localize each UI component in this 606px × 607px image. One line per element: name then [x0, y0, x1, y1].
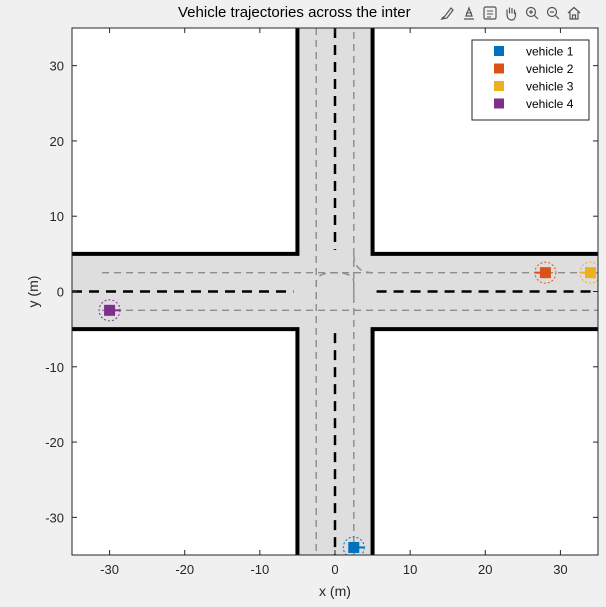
lane-turn-northeast — [353, 253, 373, 274]
lane-turn-uturn — [315, 271, 355, 300]
vehicle-safety-circle — [342, 536, 365, 555]
legend-box — [471, 39, 590, 121]
vehicle-marker-4 — [98, 299, 121, 322]
legend-swatch-vehicle-2 — [494, 63, 504, 74]
legend[interactable]: vehicle 1 vehicle 2 vehicle 3 vehicle 4 — [471, 39, 590, 121]
legend-label-vehicle-2: vehicle 2 — [526, 62, 574, 76]
vehicle-safety-circle — [579, 261, 598, 284]
y-tick-label: -30 — [45, 510, 64, 525]
plot-area — [72, 28, 598, 555]
axis-ticks: -30 -20 -10 0 10 20 30 -30 -20 -10 0 10 20 30 — [45, 28, 598, 577]
zoom-out-icon[interactable] — [543, 3, 563, 23]
vehicle-marker-2 — [534, 261, 557, 284]
legend-label-vehicle-4: vehicle 4 — [526, 97, 574, 111]
y-tick-label: -10 — [45, 360, 64, 375]
chart-title: Vehicle trajectories across the inter — [178, 4, 411, 21]
datatip-icon[interactable] — [459, 3, 479, 23]
axes-toolbar — [438, 3, 584, 23]
y-axis-label: y (m) — [25, 276, 41, 308]
legend-swatch-vehicle-4 — [494, 98, 504, 109]
legend-toggle-icon[interactable] — [480, 3, 500, 23]
legend-swatch-vehicle-1 — [494, 46, 504, 56]
vehicle-marker-3 — [579, 261, 598, 284]
x-tick-label: -10 — [250, 562, 269, 577]
vehicle-marker-1 — [342, 536, 365, 555]
legend-label-vehicle-1: vehicle 1 — [526, 45, 574, 59]
vehicle-safety-circle — [534, 261, 557, 284]
x-tick-label: 10 — [403, 562, 417, 577]
x-tick-label: 0 — [331, 562, 338, 577]
x-tick-label: -30 — [100, 562, 119, 577]
pan-hand-icon[interactable] — [501, 3, 521, 23]
y-tick-label: 10 — [50, 209, 64, 224]
y-tick-label: 20 — [50, 134, 64, 149]
y-tick-label: 30 — [50, 59, 64, 74]
home-icon[interactable] — [564, 3, 584, 23]
y-tick-label: -20 — [45, 435, 64, 450]
x-tick-label: 20 — [478, 562, 492, 577]
road-edge-top-right — [370, 28, 598, 256]
vehicle-safety-circle — [98, 299, 121, 322]
x-tick-label: -20 — [175, 562, 194, 577]
zoom-in-icon[interactable] — [522, 3, 542, 23]
y-tick-label: 0 — [57, 285, 64, 300]
road-edge-top-left — [72, 28, 300, 256]
legend-swatch-vehicle-3 — [494, 81, 504, 91]
x-tick-label: 30 — [553, 562, 567, 577]
brush-icon[interactable] — [438, 3, 458, 23]
road-edge-bottom-right — [370, 327, 598, 555]
road-edge-bottom-left — [72, 327, 300, 555]
x-axis-label: x (m) — [319, 583, 351, 599]
legend-label-vehicle-3: vehicle 3 — [526, 80, 574, 94]
